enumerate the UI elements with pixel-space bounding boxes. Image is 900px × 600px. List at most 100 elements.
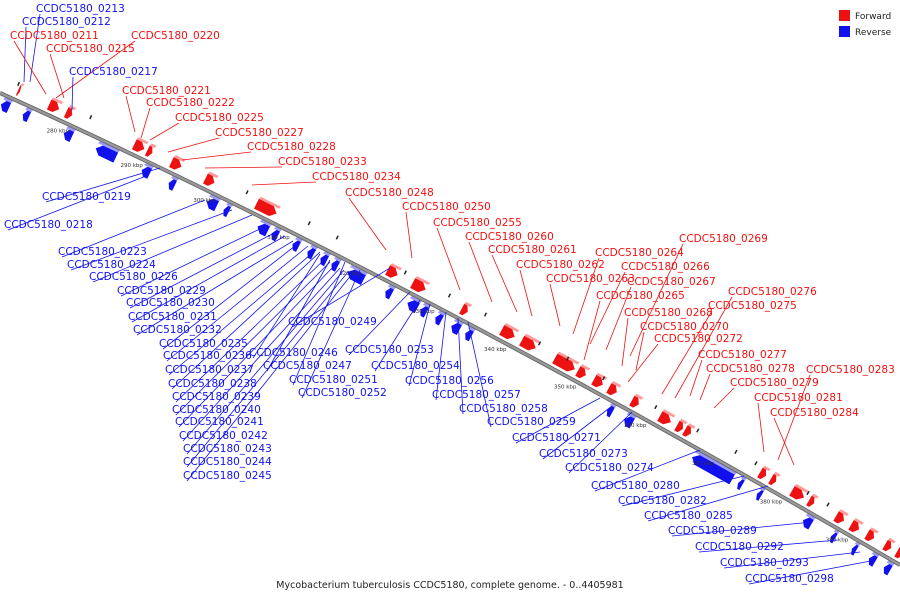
gene-label[interactable]: CCDC5180_0280 xyxy=(591,480,680,492)
gene-label[interactable]: CCDC5180_0247 xyxy=(263,360,352,372)
forward-gene-arrow[interactable] xyxy=(848,520,859,533)
gene-label[interactable]: CCDC5180_0264 xyxy=(595,247,684,259)
gene-label[interactable]: CCDC5180_0239 xyxy=(172,391,261,403)
reverse-gene-arrow[interactable] xyxy=(206,198,219,212)
gene-label[interactable]: CCDC5180_0219 xyxy=(42,191,131,203)
reverse-gene-arrow[interactable] xyxy=(320,254,330,267)
forward-gene-arrow[interactable] xyxy=(882,539,892,552)
gene-label[interactable]: CCDC5180_0251 xyxy=(289,374,378,386)
gene-label[interactable]: CCDC5180_0242 xyxy=(179,430,268,442)
gene-label[interactable]: CCDC5180_0229 xyxy=(117,285,206,297)
reverse-gene-arrow[interactable] xyxy=(22,110,32,123)
reverse-gene-arrow[interactable] xyxy=(692,455,735,485)
gene-label[interactable]: CCDC5180_0222 xyxy=(146,97,235,109)
gene-label[interactable]: CCDC5180_0220 xyxy=(131,30,220,42)
gene-label[interactable]: CCDC5180_0238 xyxy=(168,378,257,390)
gene-label[interactable]: CCDC5180_0274 xyxy=(565,462,654,474)
reverse-gene-arrow[interactable] xyxy=(257,223,271,237)
gene-label[interactable]: CCDC5180_0283 xyxy=(806,364,895,376)
gene-label[interactable]: CCDC5180_0254 xyxy=(371,360,460,372)
forward-gene-arrow[interactable] xyxy=(169,157,182,170)
forward-gene-arrow[interactable] xyxy=(629,395,639,408)
forward-gene-arrow[interactable] xyxy=(682,425,691,437)
reverse-gene-arrow[interactable] xyxy=(851,544,859,556)
gene-label[interactable]: CCDC5180_0277 xyxy=(698,349,787,361)
gene-label[interactable]: CCDC5180_0241 xyxy=(175,416,264,428)
reverse-gene-arrow[interactable] xyxy=(737,479,745,491)
forward-gene-arrow[interactable] xyxy=(63,107,73,119)
forward-gene-arrow[interactable] xyxy=(657,411,671,425)
gene-label[interactable]: CCDC5180_0262 xyxy=(516,259,605,271)
reverse-gene-arrow[interactable] xyxy=(435,314,444,326)
reverse-gene-arrow[interactable] xyxy=(385,287,394,300)
forward-gene-arrow[interactable] xyxy=(894,546,900,559)
reverse-gene-arrow[interactable] xyxy=(407,300,420,313)
gene-label[interactable]: CCDC5180_0215 xyxy=(46,43,135,55)
reverse-gene-arrow[interactable] xyxy=(883,564,893,576)
gene-label[interactable]: CCDC5180_0250 xyxy=(402,201,491,213)
forward-gene-arrow[interactable] xyxy=(46,99,60,113)
forward-gene-arrow[interactable] xyxy=(254,198,277,216)
gene-label[interactable]: CCDC5180_0233 xyxy=(278,156,367,168)
forward-gene-arrow[interactable] xyxy=(864,529,874,542)
gene-label[interactable]: CCDC5180_0249 xyxy=(288,316,377,328)
forward-gene-arrow[interactable] xyxy=(768,473,777,486)
forward-gene-arrow[interactable] xyxy=(757,467,766,480)
gene-label[interactable]: CCDC5180_0298 xyxy=(745,573,834,585)
gene-label[interactable]: CCDC5180_0228 xyxy=(247,141,336,153)
reverse-gene-arrow[interactable] xyxy=(331,260,341,272)
gene-label[interactable]: CCDC5180_0271 xyxy=(512,432,601,444)
gene-label[interactable]: CCDC5180_0279 xyxy=(730,377,819,389)
gene-label[interactable]: CCDC5180_0253 xyxy=(345,344,434,356)
gene-label[interactable]: CCDC5180_0268 xyxy=(624,307,713,319)
gene-label[interactable]: CCDC5180_0272 xyxy=(654,333,743,345)
gene-label[interactable]: CCDC5180_0230 xyxy=(126,297,215,309)
gene-label[interactable]: CCDC5180_0232 xyxy=(133,324,222,336)
reverse-gene-arrow[interactable] xyxy=(95,145,119,163)
gene-label[interactable]: CCDC5180_0257 xyxy=(432,389,521,401)
gene-label[interactable]: CCDC5180_0278 xyxy=(706,363,795,375)
forward-gene-arrow[interactable] xyxy=(806,495,815,507)
gene-label[interactable]: CCDC5180_0244 xyxy=(183,456,272,468)
gene-label[interactable]: CCDC5180_0270 xyxy=(640,321,729,333)
gene-label[interactable]: CCDC5180_0261 xyxy=(488,244,577,256)
gene-label[interactable]: CCDC5180_0213 xyxy=(36,3,125,15)
forward-gene-arrow[interactable] xyxy=(131,139,145,152)
reverse-gene-arrow[interactable] xyxy=(868,555,878,567)
gene-label[interactable]: CCDC5180_0252 xyxy=(298,387,387,399)
gene-label[interactable]: CCDC5180_0231 xyxy=(128,311,217,323)
gene-label[interactable]: CCDC5180_0267 xyxy=(627,276,716,288)
gene-label[interactable]: CCDC5180_0234 xyxy=(312,171,401,183)
forward-gene-arrow[interactable] xyxy=(606,383,617,396)
forward-gene-arrow[interactable] xyxy=(499,325,515,340)
reverse-gene-arrow[interactable] xyxy=(271,229,281,242)
gene-label[interactable]: CCDC5180_0265 xyxy=(596,290,685,302)
gene-label[interactable]: CCDC5180_0227 xyxy=(215,127,304,139)
gene-label[interactable]: CCDC5180_0255 xyxy=(433,217,522,229)
gene-label[interactable]: CCDC5180_0256 xyxy=(405,375,494,387)
gene-label[interactable]: CCDC5180_0276 xyxy=(728,286,817,298)
gene-label[interactable]: CCDC5180_0217 xyxy=(69,66,158,78)
forward-gene-arrow[interactable] xyxy=(15,85,22,96)
gene-label[interactable]: CCDC5180_0289 xyxy=(668,525,757,537)
gene-label[interactable]: CCDC5180_0221 xyxy=(122,85,211,97)
reverse-gene-arrow[interactable] xyxy=(606,406,615,418)
gene-label[interactable]: CCDC5180_0269 xyxy=(679,233,768,245)
forward-gene-arrow[interactable] xyxy=(789,486,804,500)
forward-gene-arrow[interactable] xyxy=(144,145,153,157)
gene-label[interactable]: CCDC5180_0225 xyxy=(175,112,264,124)
forward-gene-arrow[interactable] xyxy=(459,303,468,316)
gene-label[interactable]: CCDC5180_0212 xyxy=(22,16,111,28)
gene-label[interactable]: CCDC5180_0226 xyxy=(89,271,178,283)
gene-label[interactable]: CCDC5180_0259 xyxy=(487,416,576,428)
gene-label[interactable]: CCDC5180_0245 xyxy=(183,470,272,482)
gene-label[interactable]: CCDC5180_0282 xyxy=(618,495,707,507)
reverse-gene-arrow[interactable] xyxy=(465,329,474,342)
reverse-gene-arrow[interactable] xyxy=(420,306,429,318)
gene-label[interactable]: CCDC5180_0258 xyxy=(459,403,548,415)
forward-gene-arrow[interactable] xyxy=(591,374,603,388)
forward-gene-arrow[interactable] xyxy=(552,353,575,372)
gene-label[interactable]: CCDC5180_0292 xyxy=(695,541,784,553)
gene-label[interactable]: CCDC5180_0266 xyxy=(621,261,710,273)
gene-label[interactable]: CCDC5180_0248 xyxy=(345,187,434,199)
